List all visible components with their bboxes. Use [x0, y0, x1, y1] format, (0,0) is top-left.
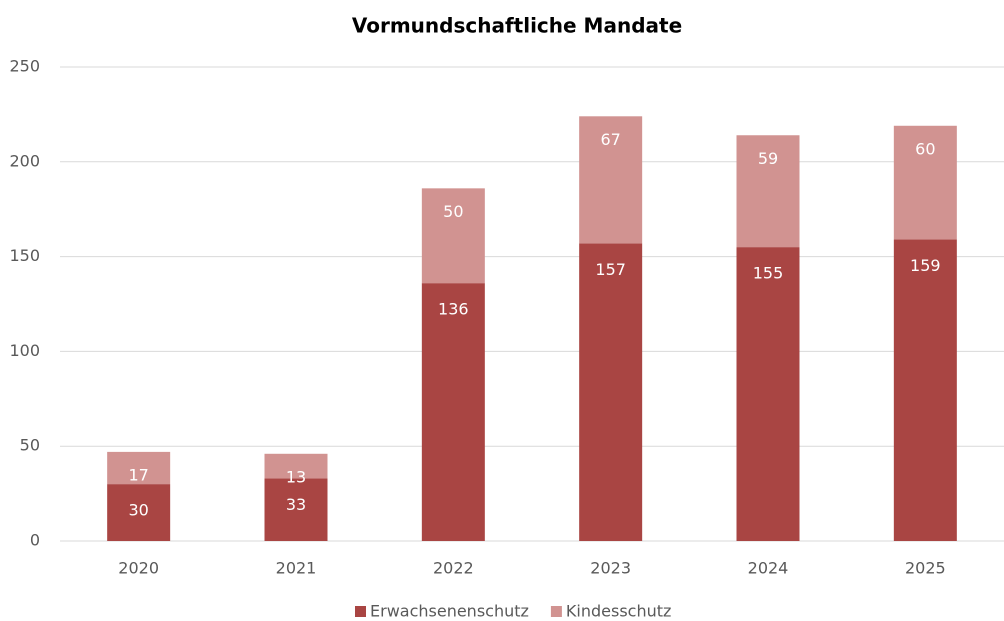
x-tick-label: 2020 — [118, 559, 159, 578]
bar-segment — [579, 116, 643, 244]
x-tick-label: 2021 — [276, 559, 317, 578]
bar-segment — [107, 484, 171, 541]
bar-segment — [107, 451, 171, 485]
x-tick-label: 2023 — [590, 559, 631, 578]
x-tick-label: 2024 — [748, 559, 789, 578]
y-tick-label: 100 — [9, 341, 40, 360]
bar-segment — [736, 135, 800, 248]
bar-segment — [421, 188, 485, 284]
legend-swatch — [550, 606, 562, 617]
y-tick-label: 50 — [20, 436, 40, 455]
data-label: 157 — [595, 260, 626, 279]
data-label: 159 — [910, 256, 941, 275]
data-label: 136 — [438, 300, 469, 319]
data-label: 17 — [128, 465, 148, 484]
legend-swatch — [355, 606, 366, 617]
bar-segment — [893, 125, 957, 240]
y-tick-label: 200 — [9, 151, 40, 170]
data-label: 33 — [286, 495, 306, 514]
x-tick-label: 2025 — [905, 559, 946, 578]
legend-label: Kindesschutz — [566, 602, 672, 621]
bar-segment — [264, 478, 328, 541]
bar-segment — [579, 243, 643, 541]
data-label: 50 — [443, 202, 463, 221]
data-label: 59 — [758, 149, 778, 168]
bar-segment — [736, 247, 800, 541]
data-label: 60 — [915, 139, 935, 158]
y-tick-label: 150 — [9, 246, 40, 265]
chart-title: Vormundschaftliche Mandate — [352, 14, 682, 38]
bar-segment — [264, 453, 328, 479]
data-label: 67 — [600, 130, 620, 149]
data-label: 13 — [286, 467, 306, 486]
bar-segment — [421, 283, 485, 541]
data-label: 30 — [128, 501, 148, 520]
data-label: 155 — [753, 264, 784, 283]
y-tick-label: 0 — [30, 531, 40, 550]
x-tick-label: 2022 — [433, 559, 474, 578]
y-tick-label: 250 — [9, 57, 40, 76]
legend-label: Erwachsenenschutz — [370, 602, 529, 621]
bar-segment — [893, 239, 957, 541]
